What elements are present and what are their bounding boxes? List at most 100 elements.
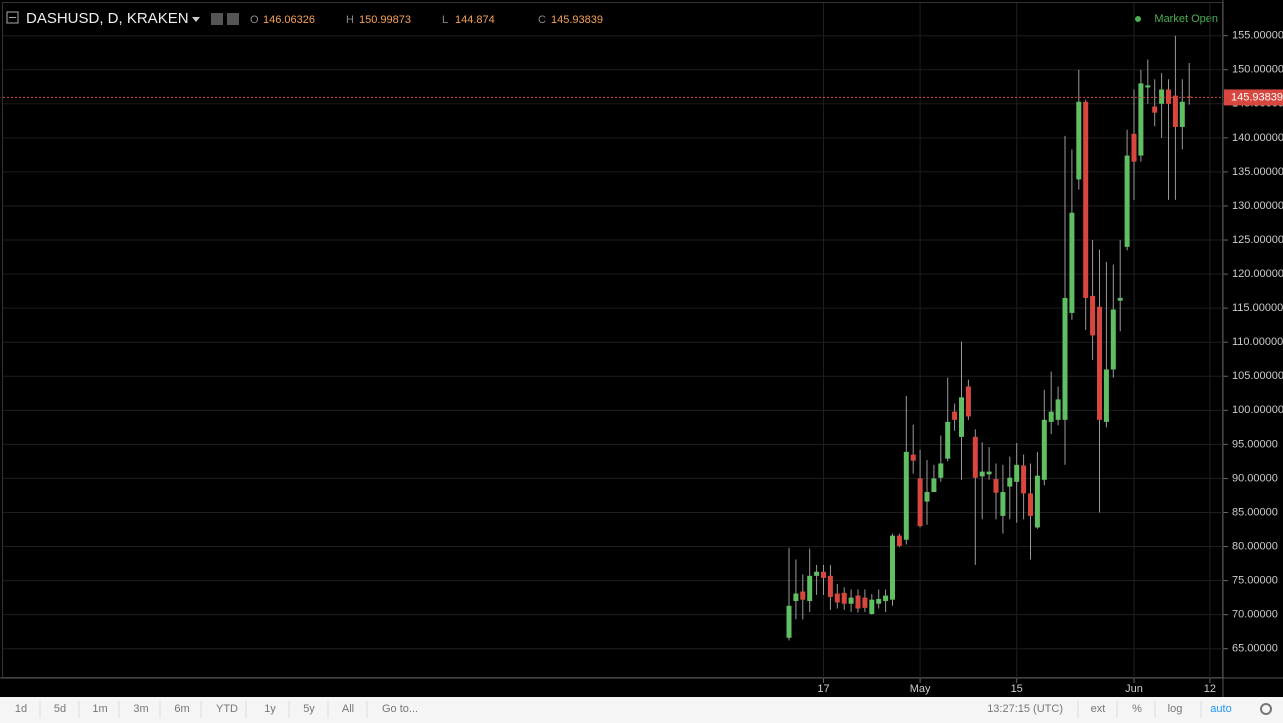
candle-body [1055, 399, 1061, 420]
candle-body [1007, 477, 1013, 487]
ohlc-label: H [346, 14, 354, 26]
candle-body [1131, 133, 1137, 162]
candle-body [1179, 101, 1185, 127]
candle-body [827, 575, 833, 597]
candle-body [1000, 492, 1006, 516]
collapse-icon[interactable] [6, 11, 19, 24]
x-tick-label: Jun [1125, 683, 1143, 695]
settings-gear[interactable] [1260, 703, 1272, 715]
candle-body [986, 471, 992, 475]
x-tick-label: May [910, 683, 931, 695]
candle-body [1103, 369, 1109, 422]
candle-body [903, 451, 909, 540]
range-button[interactable]: 5d [54, 703, 66, 715]
range-button[interactable]: 1y [264, 703, 276, 715]
x-tick-label: 15 [1011, 683, 1023, 695]
candle-body [876, 598, 882, 604]
range-button[interactable]: 5y [303, 703, 315, 715]
clock: 13:27:15 (UTC) [987, 703, 1063, 715]
candle-body [1069, 212, 1075, 313]
y-tick-label: 90.00000 [1232, 472, 1278, 484]
candle-body [952, 411, 958, 420]
range-button[interactable]: 3m [133, 703, 148, 715]
range-button[interactable]: All [342, 703, 354, 715]
candle-body [972, 436, 978, 478]
y-tick-label: 75.00000 [1232, 575, 1278, 587]
candle-body [1076, 101, 1082, 180]
candle-body [1124, 155, 1130, 247]
candle-body [979, 471, 985, 477]
candle-body [1186, 96, 1192, 98]
candle-body [890, 535, 895, 600]
candle-body [883, 595, 889, 602]
candle-body [1097, 306, 1102, 420]
ohlc-value: 144.874 [455, 14, 495, 26]
option-button[interactable]: % [1132, 703, 1142, 715]
candle-body [965, 386, 971, 417]
candle-body [910, 454, 916, 461]
candle-body [1159, 89, 1165, 104]
candle-body [1110, 309, 1116, 370]
candle-body [1062, 297, 1068, 420]
y-tick-label: 110.00000 [1232, 336, 1283, 348]
candle-body [862, 597, 868, 608]
candle-body [993, 479, 999, 493]
candle-body [1021, 465, 1027, 494]
candle-body [855, 595, 861, 609]
y-tick-label: 115.00000 [1232, 302, 1283, 314]
range-button[interactable]: 1d [15, 703, 27, 715]
symbol-title[interactable]: DASHUSD, D, KRAKEN [26, 10, 189, 27]
market-status: Market Open [1154, 13, 1218, 25]
y-tick-label: 70.00000 [1232, 609, 1278, 621]
candle-body [938, 463, 944, 478]
candle-body [945, 421, 951, 459]
candle-body [821, 571, 826, 578]
candle-body [793, 593, 799, 602]
ohlc-value: 150.99873 [359, 14, 411, 26]
settings-icon[interactable] [227, 13, 239, 25]
option-button[interactable]: auto [1210, 703, 1231, 715]
candle-body [1034, 475, 1040, 528]
y-tick-label: 95.00000 [1232, 438, 1278, 450]
candle-body [800, 591, 806, 600]
symbol-dropdown[interactable] [192, 17, 200, 22]
ohlc-label: O [250, 14, 259, 26]
eye-icon[interactable] [211, 13, 223, 25]
candle-body [1117, 297, 1123, 301]
option-button[interactable]: ext [1091, 703, 1106, 715]
ohlc-label: L [442, 14, 448, 26]
range-button[interactable]: YTD [216, 703, 238, 715]
y-tick-label: 120.00000 [1232, 268, 1283, 280]
x-tick-label: 17 [817, 683, 829, 695]
candle-body [1041, 419, 1047, 480]
range-button[interactable]: 6m [174, 703, 189, 715]
candle-body [848, 597, 854, 604]
x-tick-label: 12 [1204, 683, 1216, 695]
ohlc-value: 146.06326 [263, 14, 315, 26]
option-button[interactable]: log [1168, 703, 1183, 715]
candle-body [1138, 83, 1144, 156]
candle-body [1152, 106, 1158, 113]
status-dot [1135, 16, 1141, 22]
candle-body [1145, 85, 1151, 88]
y-tick-label: 105.00000 [1232, 370, 1283, 382]
candle-body [834, 593, 840, 603]
toolbar [0, 697, 1283, 723]
candle-body [869, 599, 875, 614]
last-price-tag [1224, 89, 1283, 106]
goto-button[interactable]: Go to... [382, 703, 418, 715]
candle-body [1090, 295, 1096, 336]
candle-body [786, 605, 792, 638]
candle-body [1014, 464, 1020, 482]
y-tick-label: 150.00000 [1232, 64, 1283, 76]
last-price-label: 145.93839 [1231, 91, 1283, 103]
candle-body [1028, 493, 1033, 516]
candle-body [917, 478, 923, 527]
y-tick-label: 65.00000 [1232, 643, 1278, 655]
range-button[interactable]: 1m [92, 703, 107, 715]
ohlc-value: 145.93839 [551, 14, 603, 26]
candle-body [1172, 95, 1178, 127]
